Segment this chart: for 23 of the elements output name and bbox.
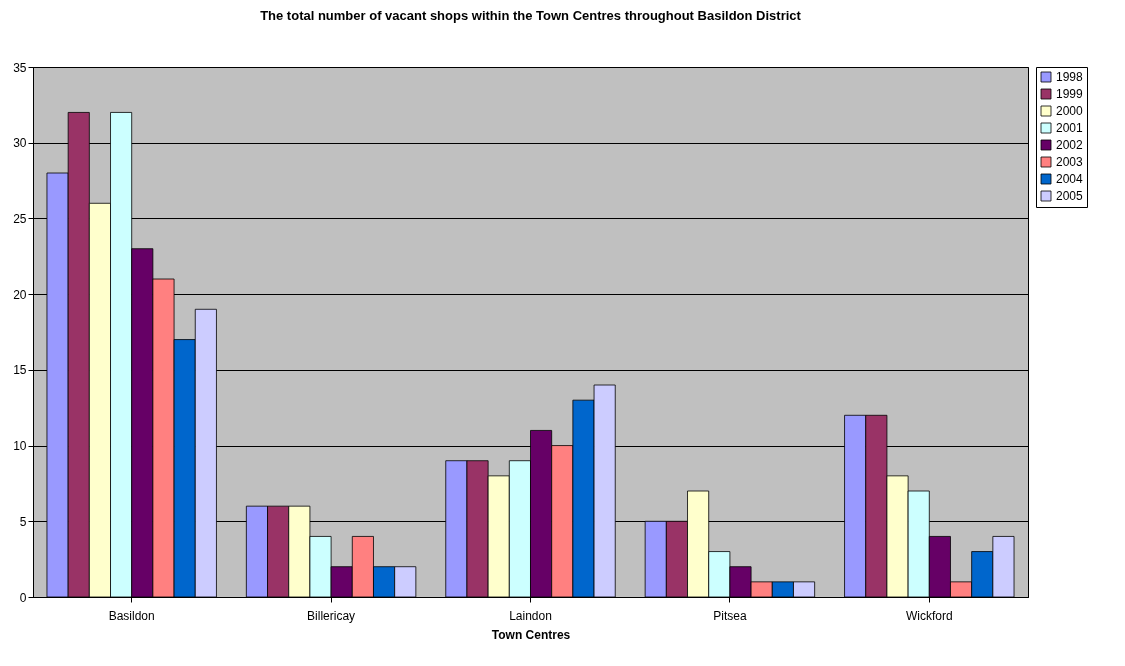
y-tick-label: 35: [13, 60, 27, 75]
legend-label: 2000: [1056, 104, 1084, 118]
chart-title: The total number of vacant shops within the Town Centres throughout Basildon District: [260, 8, 802, 23]
x-tick-label: Basildon: [108, 608, 155, 623]
legend-label: 2005: [1056, 189, 1084, 203]
y-tick-label: 15: [13, 363, 27, 378]
x-tick-label: Laindon: [509, 608, 552, 623]
y-tick-label: 5: [19, 514, 27, 529]
y-tick-label: 30: [13, 136, 27, 151]
x-axis-title: Town Centres: [491, 627, 571, 642]
y-tick-label: 0: [19, 590, 27, 605]
legend-label: 1998: [1056, 70, 1084, 84]
x-tick-label: Pitsea: [713, 608, 747, 623]
x-tick-label: Wickford: [905, 608, 953, 623]
legend-label: 2001: [1056, 121, 1084, 135]
x-tick-label: Billericay: [307, 608, 356, 623]
legend-label: 2002: [1056, 138, 1084, 152]
y-tick-label: 20: [13, 287, 27, 302]
y-tick-label: 10: [13, 439, 27, 454]
legend-label: 2004: [1056, 172, 1084, 186]
legend-label: 1999: [1056, 87, 1084, 101]
legend-label: 2003: [1056, 155, 1084, 169]
y-tick-label: 25: [13, 211, 27, 226]
